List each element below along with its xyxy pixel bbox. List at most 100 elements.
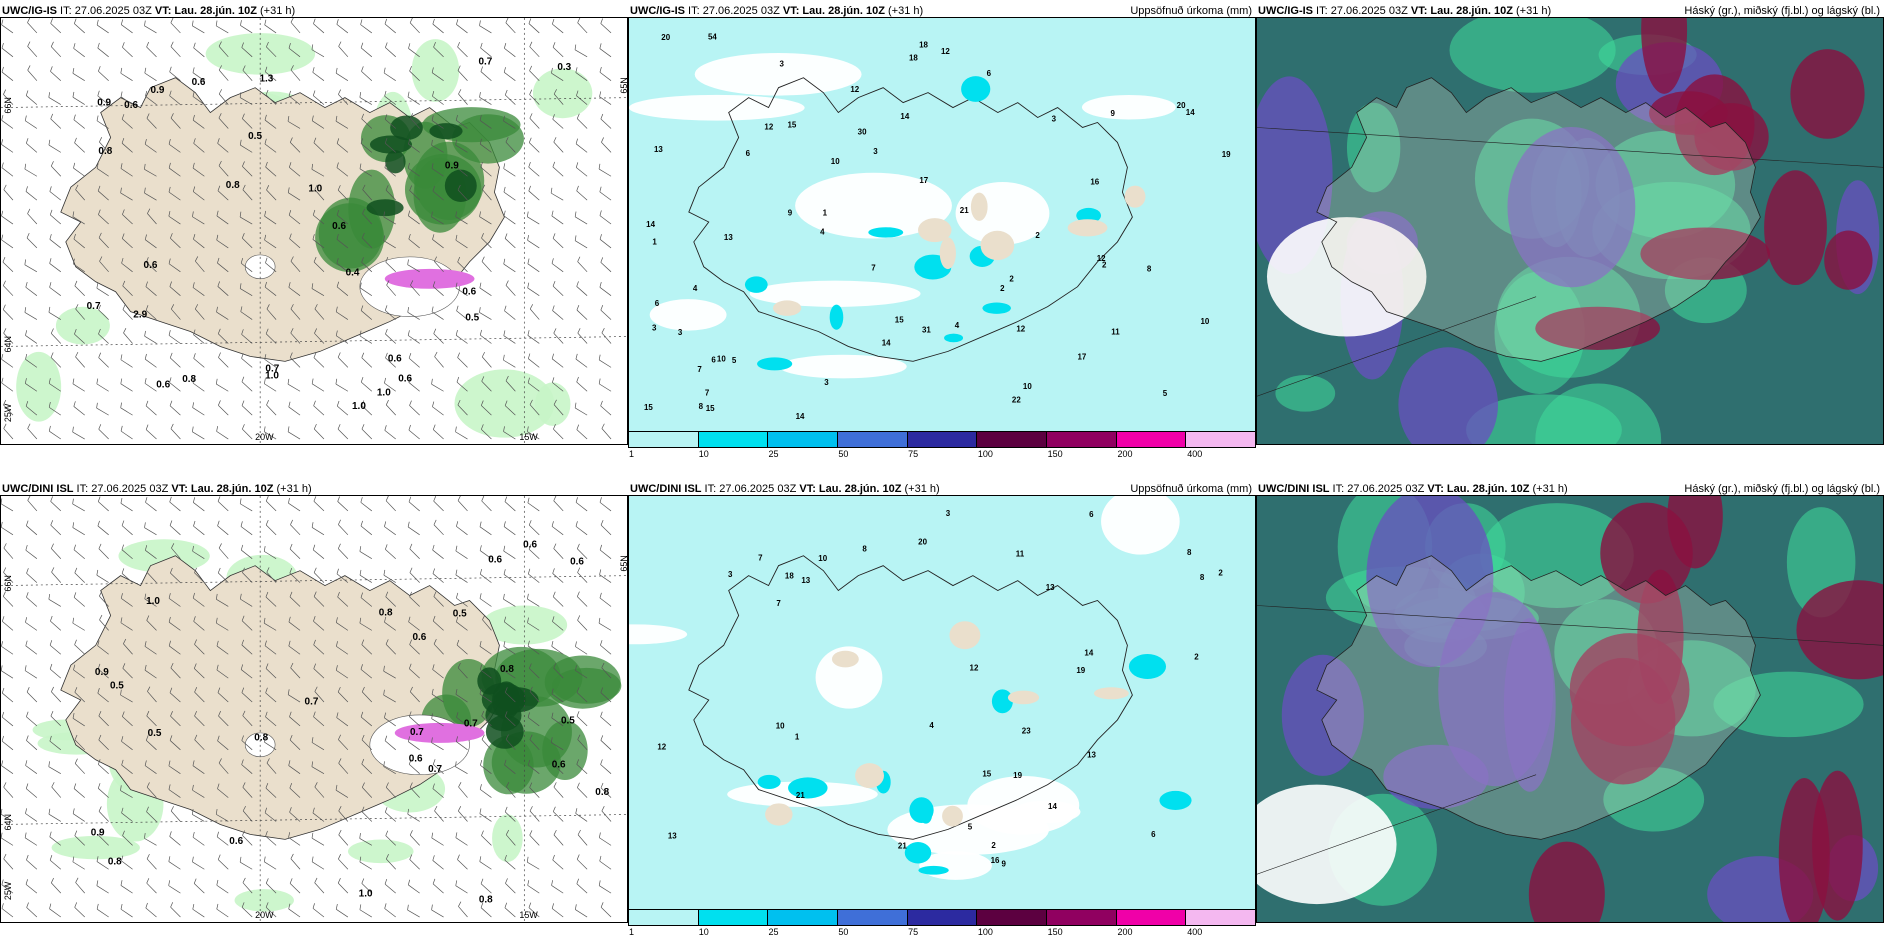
wind-barb	[241, 735, 253, 751]
no-precip-area	[967, 775, 1080, 835]
wind-barb	[120, 163, 133, 177]
wind-barb	[503, 354, 516, 368]
low-cloud	[1713, 671, 1864, 738]
wind-map[interactable]: 0.6 0.8 0.7 0.6 0.9 0.6 0.9 0.5 1.0 0.6 0.8 0.6 0.9 0…	[0, 17, 628, 445]
colorbar-tick-label: 100	[977, 449, 993, 459]
wind-map[interactable]: 0.6 0.5 0.6 0.8 0.9 0.8 0.8 0.5 0.6 0.6 0.7 0.8 0.6 0…	[0, 495, 628, 923]
wind-barb	[49, 640, 62, 655]
wind-barb	[384, 162, 396, 177]
wind-barb	[553, 399, 564, 416]
precip-value-label: 15	[788, 120, 797, 129]
precip-value-label: 11	[1111, 327, 1120, 336]
precip-value-label: 1	[652, 237, 657, 246]
precip-value-label: 3	[824, 378, 829, 387]
wind-barb	[314, 686, 325, 703]
precip-value-label: 1	[823, 208, 828, 217]
wind-barb	[192, 20, 205, 34]
panel-title: UWC/DINI ISL IT: 27.06.2025 03Z VT: Lau.…	[2, 483, 312, 495]
wind-barb	[599, 569, 612, 583]
wind-barb	[48, 378, 62, 392]
wind-barb	[335, 330, 349, 344]
precip-value-label: 14	[646, 220, 655, 229]
colorbar-segment	[907, 910, 978, 925]
clear-area	[1257, 784, 1397, 905]
wind-barb	[192, 784, 205, 798]
wind-barb	[240, 20, 253, 34]
wind-barb	[287, 378, 301, 392]
precip-value-label: 2	[1000, 284, 1005, 293]
panel-row2-wind: UWC/DINI ISL IT: 27.06.2025 03Z VT: Lau.…	[0, 478, 628, 938]
wind-barb	[361, 878, 373, 894]
wind-barb	[360, 664, 373, 679]
wind-barb	[527, 593, 540, 607]
cloud-map[interactable]	[1256, 17, 1884, 445]
wind-barb	[529, 41, 540, 58]
wind-barb	[193, 234, 205, 249]
wind-barb	[289, 233, 301, 249]
wind-barb	[241, 376, 253, 392]
wind-barb	[552, 377, 564, 392]
precip-map[interactable]: 1 2 8 7 8 2 14 13 12 13 21 15 19 18 12 13 5 10 6 3 3 2 20 21 19 1…	[628, 495, 1256, 910]
wind-barb	[263, 617, 277, 631]
no-precip-area	[1081, 94, 1176, 120]
wind-barb	[312, 209, 325, 225]
precip-value-label: 0.8	[254, 732, 268, 743]
precip-value-label: 11	[1016, 549, 1025, 558]
wind-barb	[75, 877, 85, 894]
wind-barb	[144, 330, 157, 344]
wind-barb	[98, 66, 109, 81]
wind-barb	[239, 92, 253, 105]
wind-barb	[527, 235, 540, 249]
precip-value-label: 9	[1111, 109, 1116, 118]
wind-barb	[123, 327, 133, 344]
precip-map[interactable]: 1 2 3 3 10 3 12 21 7 4 5 6 7 10 18 20 30 31 11 22 17 54 15 9 12 1…	[628, 17, 1256, 432]
wind-barb	[241, 233, 253, 249]
dry-area	[980, 230, 1015, 261]
colorbar-tick-label: 10	[698, 927, 709, 937]
wind-barb	[26, 520, 38, 536]
wind-barb	[288, 162, 301, 177]
wind-barb	[601, 662, 612, 679]
wind-barb	[336, 234, 349, 249]
wind-barb	[73, 162, 85, 177]
wind-barb	[25, 281, 38, 296]
precip-value-label: 1.0	[377, 388, 391, 399]
wind-barb	[574, 904, 588, 918]
wind-barb	[337, 591, 349, 607]
wind-barb	[384, 425, 396, 440]
latitude-label: 25W	[3, 881, 13, 900]
wind-barb	[241, 615, 253, 631]
wind-barb	[479, 688, 492, 703]
wind-barb	[72, 378, 85, 392]
wind-barb	[3, 399, 14, 416]
wind-barb	[313, 352, 325, 368]
wind-barb	[121, 138, 133, 153]
wind-barb	[383, 689, 396, 703]
precip-value-label: 7	[697, 365, 702, 374]
cloud-map[interactable]	[1256, 495, 1884, 923]
wind-barb	[360, 42, 373, 58]
wind-barb	[217, 854, 229, 870]
wind-barb	[479, 91, 492, 105]
wind-barb	[51, 567, 62, 583]
precip-value-label: 18	[909, 53, 918, 62]
precip-value-label: 12	[1097, 254, 1106, 263]
wind-barb	[264, 19, 277, 34]
wind-barb	[1, 162, 14, 177]
colorbar-segment	[838, 432, 908, 447]
wind-barb	[480, 902, 492, 918]
wind-barb	[506, 782, 516, 798]
precip-area	[454, 369, 555, 438]
precip-value-label: 0.6	[144, 260, 158, 271]
colorbar-tick-label: 200	[1117, 449, 1133, 459]
wind-barb	[432, 615, 444, 631]
wind-barb	[2, 304, 14, 320]
wind-barb	[3, 184, 14, 201]
wind-barb	[551, 210, 564, 225]
precip-value-label: 0.5	[465, 313, 479, 324]
wind-barb	[432, 759, 444, 774]
wind-barb	[98, 328, 109, 344]
precip-value-label: 19	[1076, 666, 1085, 675]
wind-barb	[407, 808, 420, 822]
wind-barb	[1, 760, 14, 774]
